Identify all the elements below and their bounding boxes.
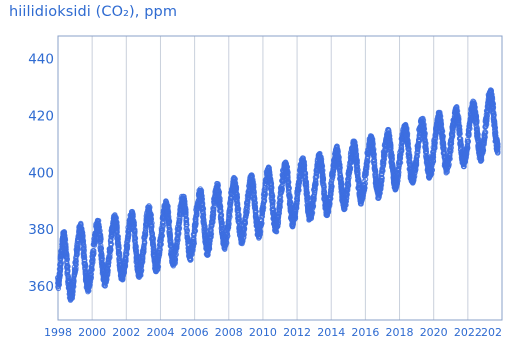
data-point bbox=[63, 253, 70, 259]
data-point bbox=[133, 244, 139, 250]
data-point bbox=[174, 240, 181, 247]
data-point bbox=[141, 249, 147, 255]
data-point bbox=[73, 265, 79, 271]
data-point bbox=[92, 240, 98, 246]
data-point bbox=[132, 231, 138, 237]
data-point bbox=[160, 222, 167, 229]
data-point bbox=[123, 258, 129, 264]
data-point bbox=[124, 241, 130, 247]
data-point bbox=[157, 249, 163, 256]
data-point bbox=[73, 258, 79, 264]
data-point bbox=[157, 247, 163, 253]
data-point bbox=[148, 216, 155, 223]
data-point bbox=[116, 251, 123, 257]
data-point bbox=[108, 241, 115, 247]
data-point bbox=[80, 239, 87, 245]
data-point bbox=[91, 250, 97, 256]
data-point bbox=[108, 247, 114, 253]
data-point bbox=[81, 242, 87, 248]
data-point bbox=[64, 256, 71, 262]
data-point bbox=[115, 240, 122, 246]
data-point bbox=[83, 263, 89, 269]
data-point bbox=[134, 252, 140, 258]
data-point bbox=[124, 244, 131, 250]
data-point bbox=[130, 211, 136, 217]
data-point bbox=[88, 276, 94, 282]
data-point bbox=[100, 261, 106, 267]
data-point bbox=[159, 232, 165, 239]
data-point bbox=[99, 253, 105, 259]
data-point bbox=[58, 260, 65, 266]
chart-title: hiilidioksidi (CO₂), ppm bbox=[9, 4, 178, 20]
data-point bbox=[176, 219, 183, 225]
data-point bbox=[90, 259, 96, 266]
data-point bbox=[81, 249, 87, 255]
data-points bbox=[54, 87, 501, 303]
data-point bbox=[174, 243, 180, 249]
data-point bbox=[98, 244, 104, 251]
plot-frame bbox=[57, 35, 503, 321]
data-point bbox=[98, 238, 104, 244]
data-point bbox=[105, 262, 112, 268]
data-point bbox=[124, 251, 130, 257]
data-point bbox=[98, 236, 104, 242]
data-point bbox=[81, 254, 87, 261]
data-point bbox=[173, 251, 179, 258]
data-point bbox=[106, 259, 112, 266]
data-point bbox=[167, 226, 173, 232]
data-point bbox=[116, 242, 122, 249]
data-point bbox=[96, 224, 102, 231]
data-point bbox=[89, 262, 95, 268]
data-point bbox=[132, 229, 138, 235]
data-point bbox=[141, 245, 147, 251]
data-point bbox=[125, 235, 131, 241]
data-point bbox=[142, 231, 149, 237]
data-point bbox=[91, 248, 97, 254]
data-point bbox=[107, 254, 113, 261]
